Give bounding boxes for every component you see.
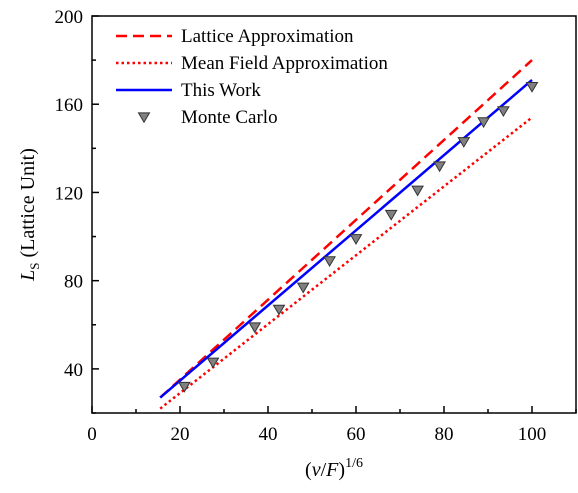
legend-label: Mean Field Approximation — [181, 53, 388, 74]
y-tick-label: 80 — [64, 272, 83, 293]
data-point — [457, 137, 471, 148]
x-title-close: ) — [338, 459, 345, 481]
x-title-open: ( — [305, 459, 312, 481]
y-tick-label: 40 — [64, 360, 83, 381]
ticks-layer: 0 20 40 60 80 100 40 80 120 160 200 — [55, 7, 577, 445]
x-tick-label: 0 — [87, 424, 97, 445]
data-point — [323, 256, 336, 268]
data-point — [525, 81, 539, 93]
x-title-var1: ν — [312, 459, 321, 481]
data-point — [433, 161, 446, 173]
y-tick-label: 160 — [55, 95, 84, 116]
x-axis-title: (ν/F)1/6 — [305, 456, 363, 481]
legend-swatch — [137, 112, 151, 124]
x-title-sep: / — [321, 459, 327, 481]
data-point — [178, 381, 191, 393]
x-title-exponent: 1/6 — [345, 456, 363, 471]
x-tick-label: 20 — [171, 424, 190, 445]
series-line — [159, 79, 533, 399]
data-point — [477, 117, 490, 129]
data-point — [384, 209, 398, 221]
series-line — [159, 59, 533, 399]
x-tick-label: 40 — [259, 424, 278, 445]
x-title-var2: F — [325, 459, 339, 481]
x-tick-label: 80 — [435, 424, 454, 445]
series-line — [159, 116, 533, 410]
data-point — [248, 322, 262, 334]
data-point — [497, 106, 510, 118]
y-title-main: L — [17, 270, 39, 282]
data-point — [411, 185, 424, 197]
y-title-subscript: S — [27, 263, 42, 270]
y-axis-title: LS (Lattice Unit) — [17, 148, 42, 282]
y-tick-label: 120 — [55, 183, 84, 204]
data-point — [349, 234, 363, 245]
legend: Lattice Approximation Mean Field Approxim… — [116, 26, 388, 128]
data-point — [206, 357, 220, 369]
legend-label: Monte Carlo — [181, 107, 278, 128]
y-title-rest: (Lattice Unit) — [17, 148, 39, 262]
plot-area-frame — [91, 15, 577, 414]
legend-label: This Work — [181, 80, 261, 101]
series-layer — [159, 59, 539, 410]
x-tick-label: 60 — [347, 424, 366, 445]
data-point — [272, 304, 286, 316]
y-tick-label: 200 — [55, 7, 84, 28]
x-tick-label: 100 — [518, 424, 547, 445]
legend-label: Lattice Approximation — [181, 26, 354, 47]
data-point — [296, 282, 310, 294]
